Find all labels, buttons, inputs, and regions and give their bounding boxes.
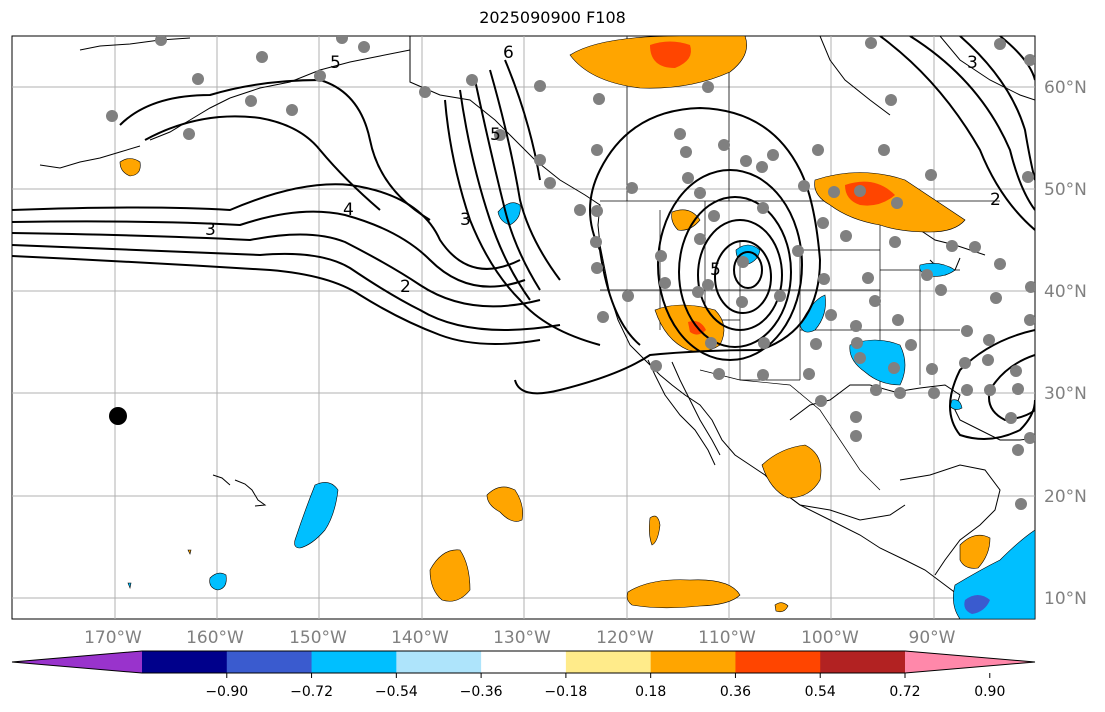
lon-label: 100°W xyxy=(801,628,859,648)
contour-label: 6 xyxy=(503,43,514,63)
colorbar-tick-label: −0.36 xyxy=(460,684,503,700)
colorbar-tick-label: −0.18 xyxy=(544,684,587,700)
lon-label: 170°W xyxy=(84,628,142,648)
contours xyxy=(12,36,1035,440)
colorbar-segment xyxy=(311,651,397,673)
colorbar-segment xyxy=(396,651,482,673)
colorbar-extend-min xyxy=(12,651,142,673)
contour-label: 3 xyxy=(205,220,216,240)
colorbar-extend-max xyxy=(905,651,1035,673)
coastlines xyxy=(39,36,1035,616)
colorbar-tick-label: 0.54 xyxy=(805,684,836,700)
colorbar-tick-label: 0.72 xyxy=(889,684,920,700)
colorbar-outline xyxy=(11,650,1036,674)
colorbar-tick-label: 0.36 xyxy=(720,684,751,700)
positive-anomalies xyxy=(119,36,991,613)
colorbar-tick-label: −0.54 xyxy=(375,684,418,700)
contour-label: 3 xyxy=(967,53,978,73)
location-marker xyxy=(109,407,127,425)
lat-label: 10°N xyxy=(1044,589,1087,609)
colorbar-segment xyxy=(565,651,652,673)
latitude-labels: 60°N 50°N 40°N 30°N 20°N 10°N xyxy=(1044,78,1087,609)
negative-anomalies xyxy=(127,202,1035,619)
lat-label: 20°N xyxy=(1044,487,1087,507)
lon-label: 150°W xyxy=(289,628,347,648)
lon-label: 130°W xyxy=(493,628,551,648)
contour-label: 2 xyxy=(400,277,411,297)
map-title: 2025090900 F108 xyxy=(479,8,626,27)
lon-label: 140°W xyxy=(391,628,449,648)
colorbar-segment xyxy=(735,651,821,673)
lat-label: 40°N xyxy=(1044,282,1087,302)
colorbar-ticks: −0.90 −0.72 −0.54 −0.36 −0.18 0.18 0.36 0.54 0.7… xyxy=(205,673,1005,700)
colorbar-segment xyxy=(820,651,906,673)
colorbar-segment xyxy=(226,651,313,673)
lon-label: 110°W xyxy=(698,628,756,648)
colorbar-segment xyxy=(650,651,736,673)
station-markers xyxy=(106,36,1035,510)
colorbar-tick-label: −0.72 xyxy=(290,684,333,700)
colorbar-tick-label: −0.90 xyxy=(205,684,248,700)
colorbar-tick-label: 0.90 xyxy=(974,684,1005,700)
contour-label: 2 xyxy=(990,190,1001,210)
colorbar xyxy=(11,650,1036,674)
lat-label: 30°N xyxy=(1044,384,1087,404)
lat-label: 60°N xyxy=(1044,78,1087,98)
contour-label: 5 xyxy=(710,260,721,280)
contour-label: 5 xyxy=(490,125,501,145)
longitude-labels: 170°W 160°W 150°W 140°W 130°W 120°W 110°… xyxy=(84,628,956,648)
colorbar-segment xyxy=(142,651,228,673)
contour-label: 4 xyxy=(343,200,354,220)
colorbar-tick-label: 0.18 xyxy=(635,684,666,700)
lat-label: 50°N xyxy=(1044,180,1087,200)
contour-label: 5 xyxy=(330,53,341,73)
lon-label: 90°W xyxy=(909,628,956,648)
contour-label-group: 3 4 3 2 5 6 5 5 2 3 xyxy=(205,43,1001,297)
lon-label: 120°W xyxy=(596,628,654,648)
contour-label: 3 xyxy=(460,210,471,230)
lon-label: 160°W xyxy=(186,628,244,648)
colorbar-segment xyxy=(481,651,567,673)
graticule xyxy=(12,36,1035,619)
